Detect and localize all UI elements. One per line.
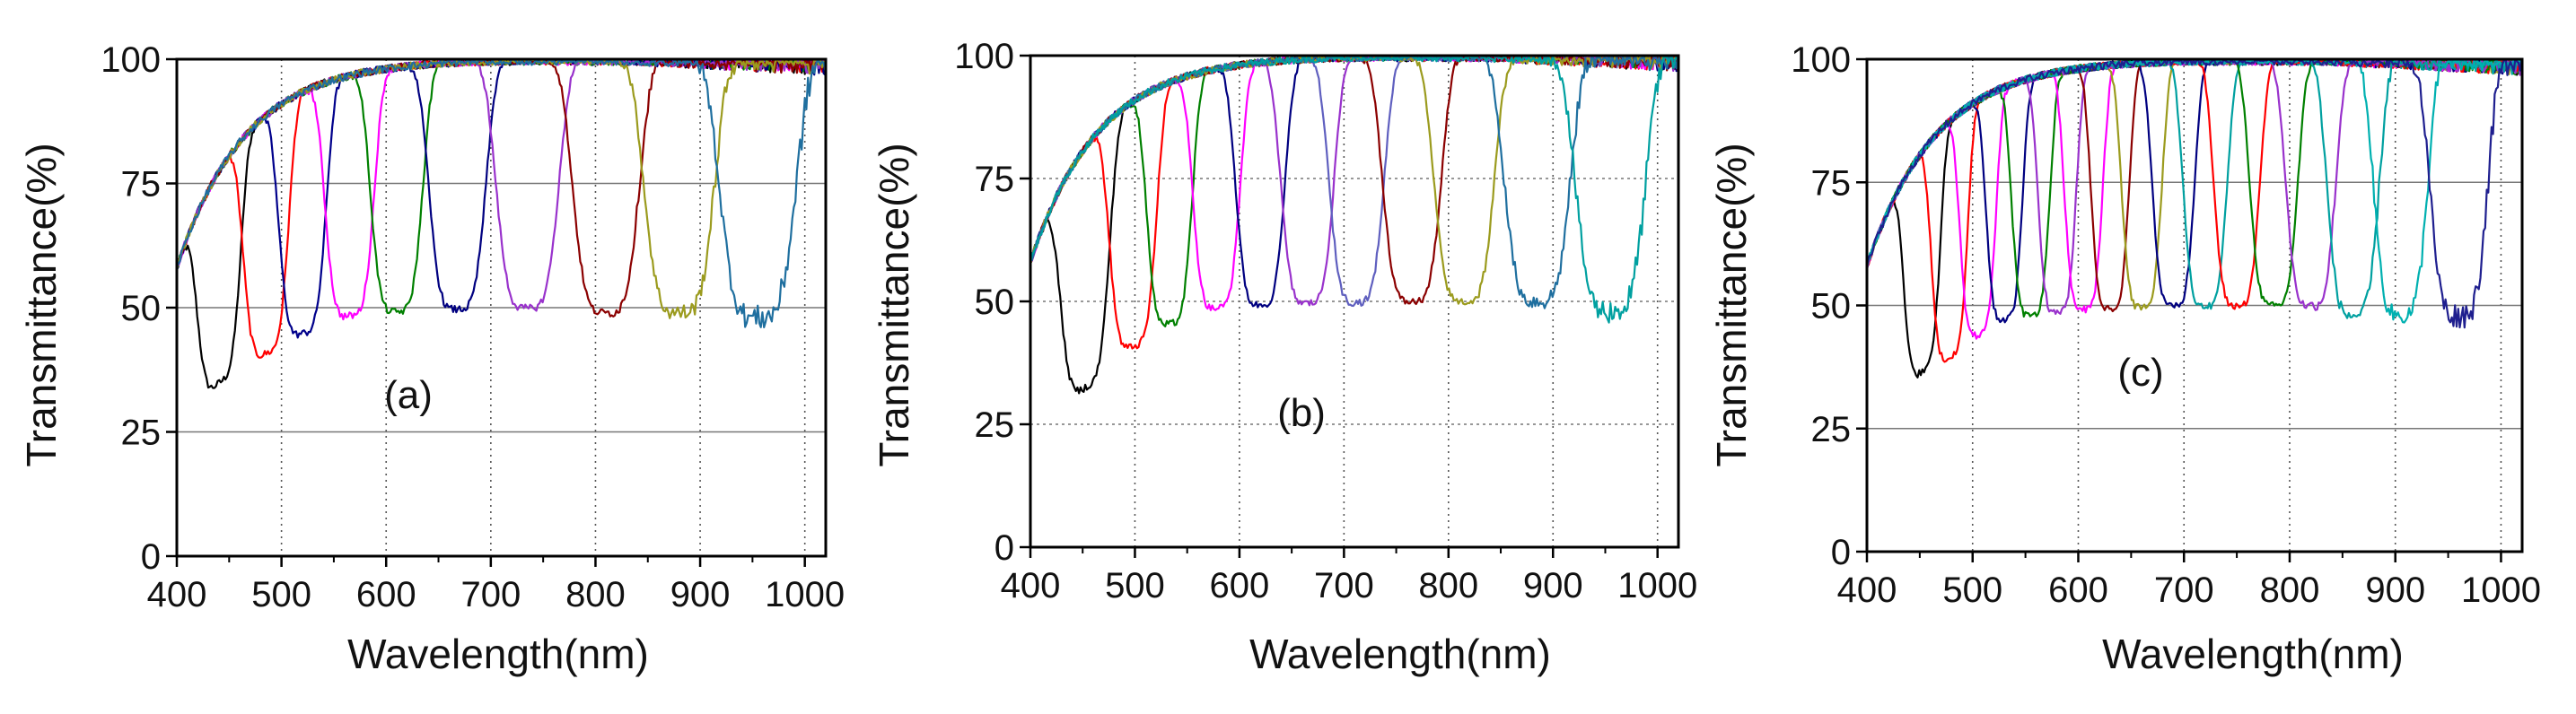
panel-b-ytick-label: 50 — [975, 283, 1015, 322]
panel-a-xtick-label: 900 — [670, 575, 731, 614]
panel-c: 400 500 600 700 800 900 1000 0 25 50 75 100 (c) Wav… — [1708, 40, 2541, 677]
panel-b-ylabel: Transmittance(%) — [871, 143, 917, 466]
panel-a: 400 500 600 700 800 900 1000 0 25 50 75 100 (a) Wav… — [18, 40, 845, 677]
panel-c-ytick-label: 25 — [1811, 410, 1852, 449]
panel-a-xtick-label: 600 — [356, 575, 416, 614]
panel-a-ytick-label: 100 — [101, 40, 161, 80]
panel-b-xtick-label: 600 — [1210, 566, 1270, 605]
panel-c-xtick-label: 600 — [2048, 570, 2108, 610]
panel-b-xtick-label: 1000 — [1617, 566, 1697, 605]
panel-b-xlabel: Wavelength(nm) — [1249, 631, 1551, 677]
panel-b-xtick-label: 800 — [1418, 566, 1478, 605]
panel-a-series-s9 — [177, 59, 826, 319]
panel-a-ylabel: Transmittance(%) — [18, 143, 65, 466]
panel-c-xtick-label: 900 — [2365, 570, 2425, 610]
panel-b-ytick-label: 25 — [975, 405, 1015, 445]
panel-a-xlabel: Wavelength(nm) — [347, 631, 649, 677]
panel-c-label: (c) — [2117, 351, 2163, 395]
panel-b-label: (b) — [1277, 391, 1326, 435]
panel-a-curves: 400 500 600 700 800 900 1000 0 25 50 75 100 — [101, 40, 845, 614]
panel-a-xtick-label: 800 — [565, 575, 626, 614]
panel-c-curves: 400 500 600 700 800 900 1000 0 25 50 75 100 — [1791, 40, 2541, 610]
panel-b-xtick-label: 700 — [1314, 566, 1374, 605]
panel-a-series-s2 — [177, 59, 826, 359]
panel-a-series-s5 — [177, 59, 826, 315]
panel-a-series-s10 — [177, 59, 826, 328]
panel-b: 400 500 600 700 800 900 1000 0 25 50 75 100 (b) Wav… — [871, 37, 1697, 677]
panel-b-xtick-label: 400 — [1001, 566, 1061, 605]
panel-b-curves: 400 500 600 700 800 900 1000 0 25 50 75 100 — [954, 37, 1697, 605]
panel-a-label: (a) — [384, 373, 433, 417]
panel-c-ylabel: Transmittance(%) — [1708, 143, 1755, 466]
panel-c-ytick-label: 75 — [1811, 163, 1852, 203]
panel-a-series-s6 — [177, 59, 826, 314]
panel-b-series-s10 — [1030, 56, 1678, 309]
panel-a-series-s7 — [177, 59, 826, 312]
panel-a-ytick-label: 25 — [121, 414, 162, 453]
panel-b-ytick-label: 75 — [975, 160, 1015, 199]
panel-b-xtick-label: 500 — [1105, 566, 1165, 605]
panel-c-ytick-label: 0 — [1831, 533, 1851, 572]
panel-a-xtick-label: 700 — [460, 575, 521, 614]
panel-b-frame — [1029, 54, 1680, 549]
panel-a-xtick-label: 1000 — [765, 575, 845, 614]
panel-c-series-s17 — [1867, 59, 2522, 329]
panel-c-xtick-label: 400 — [1837, 570, 1897, 610]
panel-a-xtick-label: 400 — [147, 575, 207, 614]
panel-b-ytick-label: 100 — [954, 37, 1014, 76]
panel-a-ytick-label: 75 — [121, 165, 162, 205]
panel-c-xlabel: Wavelength(nm) — [2102, 631, 2404, 677]
panel-c-xtick-label: 700 — [2154, 570, 2214, 610]
panel-a-series-s4 — [177, 59, 826, 321]
panel-a-ytick-label: 50 — [121, 289, 162, 328]
panel-a-xtick-label: 500 — [251, 575, 311, 614]
panel-a-series-s8 — [177, 59, 826, 318]
panel-c-xtick-label: 800 — [2260, 570, 2320, 610]
panel-c-ytick-label: 50 — [1811, 287, 1852, 327]
panel-b-ytick-label: 0 — [994, 528, 1014, 568]
panel-c-xtick-label: 500 — [1942, 570, 2002, 610]
panel-b-xtick-label: 900 — [1523, 566, 1583, 605]
panel-a-series-s3 — [177, 59, 826, 339]
panel-a-ytick-label: 0 — [141, 537, 161, 577]
panel-c-ytick-label: 100 — [1791, 40, 1851, 80]
panel-c-xtick-label: 1000 — [2461, 570, 2541, 610]
